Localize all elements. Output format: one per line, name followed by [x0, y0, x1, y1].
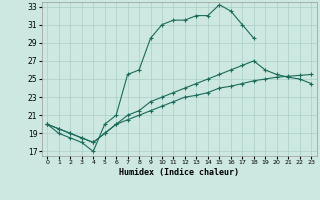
- X-axis label: Humidex (Indice chaleur): Humidex (Indice chaleur): [119, 168, 239, 177]
